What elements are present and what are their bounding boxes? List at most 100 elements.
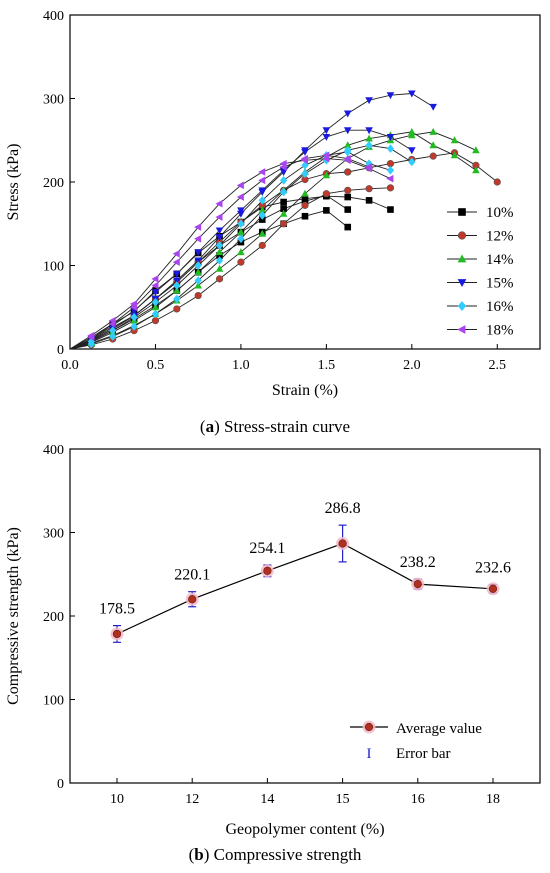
- x-tick-label-b: 10: [110, 792, 124, 807]
- data-point: [343, 110, 352, 118]
- data-point: [173, 286, 181, 294]
- series-line: [69, 151, 391, 350]
- data-point: [194, 261, 202, 270]
- data-point: [408, 157, 416, 167]
- legend-item-a: 12%: [447, 229, 514, 245]
- data-point: [343, 127, 352, 135]
- data-point: [344, 206, 352, 213]
- data-point: [301, 201, 309, 209]
- x-axis-a: 0.0 0.5 1.0 1.5 2.0 2.5: [61, 344, 506, 373]
- series-group-a: [69, 90, 501, 350]
- data-point: [344, 168, 352, 176]
- data-point: [151, 275, 159, 283]
- series-line: [69, 158, 391, 350]
- data-point: [429, 103, 437, 111]
- series-line: [69, 194, 348, 350]
- series-line: [347, 152, 498, 183]
- data-point: [301, 212, 309, 220]
- legend-marker: [457, 279, 467, 288]
- data-point: [386, 166, 395, 175]
- data-point: [472, 166, 480, 174]
- legend-marker: [457, 301, 467, 311]
- legend-item-a: 14%: [447, 252, 514, 268]
- legend-marker: [457, 254, 467, 263]
- x-tick-label-a: 2.5: [489, 358, 507, 373]
- data-point: [194, 234, 202, 243]
- average-line: [116, 542, 494, 635]
- data-point: [280, 187, 288, 197]
- y-axis-b: 0 100 200 300 400: [43, 443, 75, 792]
- y-axis-label-a: Stress (kPa): [5, 144, 22, 221]
- average-point: [488, 584, 498, 593]
- legend-item-a: 15%: [447, 276, 514, 292]
- legend-label-a: 15%: [486, 276, 514, 292]
- data-point: [365, 127, 373, 135]
- data-point: [386, 92, 395, 100]
- data-point: [280, 198, 287, 206]
- data-point: [172, 258, 180, 266]
- data-point: [301, 169, 309, 178]
- data-point: [215, 275, 224, 283]
- y-axis-a: 0 100 200 300 400: [43, 9, 75, 358]
- data-point: [173, 305, 181, 313]
- data-point: [493, 178, 501, 186]
- data-point: [151, 309, 160, 319]
- data-point: [280, 220, 288, 228]
- data-point: [258, 187, 267, 195]
- data-point: [151, 289, 160, 297]
- average-point: [263, 566, 272, 575]
- error-bar-symbol: I: [367, 746, 372, 762]
- data-point: [280, 205, 287, 213]
- caption-letter-b: b: [194, 845, 203, 864]
- data-point: [215, 213, 223, 221]
- data-point: [344, 186, 352, 194]
- data-point: [301, 197, 309, 205]
- data-point: [344, 147, 352, 157]
- data-point: [258, 211, 266, 220]
- data-point: [236, 193, 244, 201]
- data-point: [173, 270, 181, 278]
- data-point: [151, 297, 160, 307]
- value-label: 286.8: [325, 500, 361, 517]
- y-tick-label-a: 300: [43, 93, 64, 108]
- data-point: [194, 276, 202, 285]
- data-point: [344, 223, 352, 231]
- series-line: [69, 187, 391, 350]
- caption-letter-a: a: [206, 417, 215, 436]
- data-point: [109, 332, 117, 341]
- data-point: [450, 136, 459, 144]
- y-tick-label-b: 400: [43, 443, 64, 458]
- data-point: [237, 248, 245, 256]
- series-15pct: [69, 90, 437, 350]
- value-label: 220.1: [174, 567, 210, 584]
- data-point: [237, 207, 245, 215]
- data-point: [387, 206, 394, 213]
- data-point: [279, 159, 287, 168]
- data-point: [279, 209, 288, 217]
- data-point: [237, 234, 245, 244]
- data-point: [194, 268, 202, 276]
- data-point: [300, 156, 308, 165]
- legend-item-average: Average value: [350, 720, 482, 737]
- y-tick-label-b: 300: [43, 527, 64, 542]
- data-point: [109, 326, 117, 335]
- series-line: [69, 93, 434, 350]
- legend-label-a: 14%: [486, 252, 514, 268]
- series-18pct: [69, 151, 394, 350]
- legend-marker: [457, 231, 467, 240]
- data-point: [151, 281, 159, 290]
- x-tick-label-b: 12: [185, 792, 199, 807]
- data-point: [322, 190, 330, 198]
- data-point: [194, 249, 202, 257]
- y-tick-label-a: 100: [43, 260, 64, 275]
- data-point: [108, 316, 116, 325]
- average-point: [112, 629, 122, 639]
- data-point: [258, 229, 267, 237]
- data-point: [408, 90, 416, 98]
- data-point: [429, 152, 437, 160]
- data-point: [344, 193, 352, 201]
- data-point: [215, 248, 224, 256]
- legend-item-a: 10%: [447, 205, 514, 221]
- data-point: [173, 277, 181, 285]
- data-point: [408, 147, 416, 155]
